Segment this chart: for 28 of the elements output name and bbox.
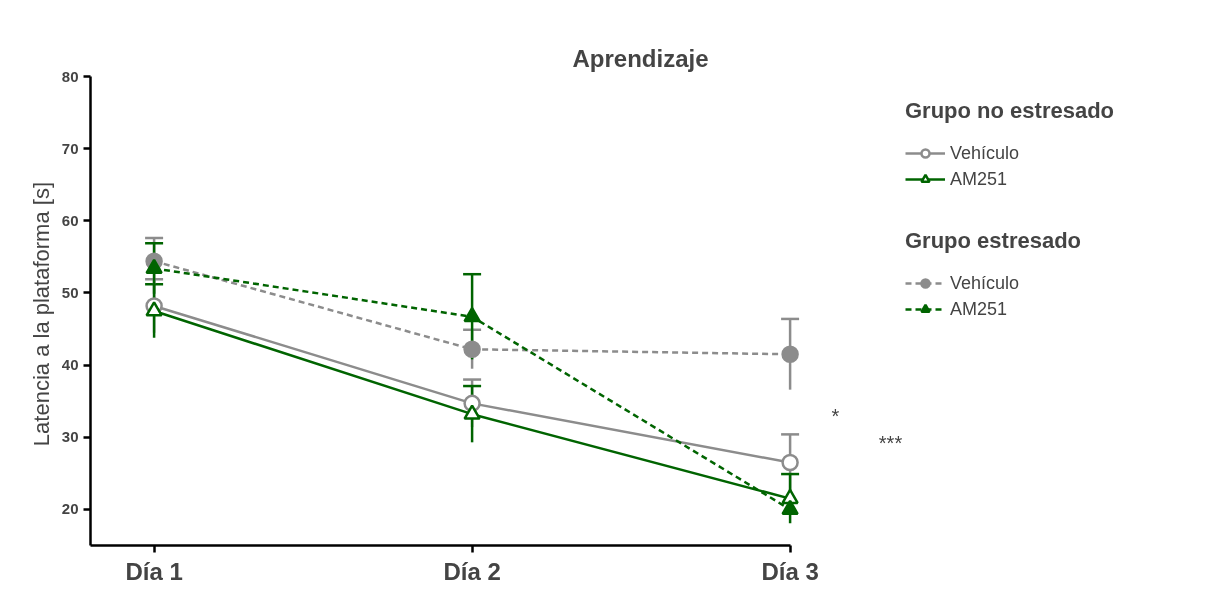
y-tick-label: 80: [61, 67, 79, 85]
text: *: [831, 404, 840, 427]
legend-label: AM251: [950, 168, 1008, 190]
point: [463, 306, 481, 323]
y-axis-title: Latencia a la plataforma [s]: [28, 181, 54, 447]
point: [463, 404, 481, 420]
point: [145, 301, 163, 317]
text: Grupo estresado: [905, 228, 1082, 254]
legend-title: Grupo no estresado: [905, 98, 1115, 124]
x-tick-label: Día 2: [443, 557, 501, 585]
point: [145, 258, 163, 275]
y-tick-label: 20: [61, 500, 79, 518]
y-tick-label: 60: [61, 211, 79, 229]
x-tick-label: Día 3: [761, 557, 819, 585]
legend-label: AM251: [950, 298, 1008, 320]
point: [781, 345, 799, 364]
legend-label: Vehículo: [950, 142, 1020, 164]
y-tick-label: 40: [61, 356, 79, 374]
text: ***: [878, 431, 903, 454]
chart-title: Aprendizaje: [572, 44, 709, 72]
y-tick-label: 50: [61, 283, 79, 301]
y-tick-label: 70: [61, 139, 79, 157]
x-tick-label: Día 1: [125, 557, 183, 585]
point: [781, 453, 799, 472]
point: [781, 499, 799, 515]
point: [463, 340, 481, 358]
legend-label: Vehículo: [950, 272, 1020, 294]
y-tick-label: 30: [61, 428, 79, 446]
